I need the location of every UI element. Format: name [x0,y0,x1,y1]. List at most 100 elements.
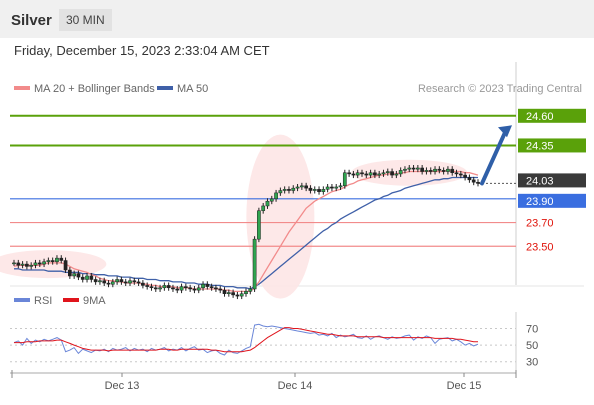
candle-body [59,257,64,261]
x-axis-label-dec-14: Dec 14 [278,380,313,392]
candle-body [89,275,94,280]
candle-body [80,276,85,280]
candle-body [179,286,184,291]
candle-body [295,186,300,189]
candle-body [433,168,437,172]
candle-body [136,281,141,284]
rsi-grid: 70 50 30 [10,323,538,369]
candle [342,169,347,189]
candle-body [330,186,334,189]
candle [128,277,132,287]
candle [141,280,145,289]
candle [248,286,253,295]
candle-body [252,238,257,290]
candle [68,267,72,279]
forecast-arrow-head [498,125,512,138]
candle [166,282,171,291]
candle [25,261,29,270]
candle-body [437,168,442,171]
candle-body [12,262,16,265]
candle [347,169,351,177]
level-label-24-60: 24.60 [526,111,554,123]
candle-body [244,291,248,294]
candle-body [72,273,76,277]
candle [463,172,467,181]
candle [321,186,326,195]
candle [123,278,128,287]
candle [441,167,446,175]
candle-body [149,286,154,289]
candle-body [55,257,59,262]
candle [403,166,407,174]
candle-body [325,186,330,190]
candle [261,202,266,214]
candle [239,290,244,300]
candle-body [153,287,158,290]
candle [188,284,192,292]
candle-body [93,279,98,283]
candle-body [308,187,313,191]
candle [257,207,261,243]
candle-body [222,289,227,294]
candle-body [37,262,42,265]
candle [153,284,158,292]
candle [360,169,364,177]
candle-body [377,173,382,176]
candle-body [171,287,175,290]
candle [317,186,321,195]
candle-body [342,172,347,187]
candle [433,166,437,175]
candle [50,257,55,265]
candle-body [128,280,132,284]
candle-body [381,172,386,175]
candle [205,281,210,290]
candle-body [261,205,266,211]
candle [132,277,137,285]
candle-body [420,167,424,172]
timeframe-button[interactable]: 30 MIN [59,9,112,31]
copyright-text: Research © 2023 Trading Central [418,83,582,95]
candle [244,288,248,297]
candle-body [403,168,407,171]
candle [12,259,16,266]
candle-body [368,172,373,176]
candle-body [269,198,274,202]
candle [72,270,76,279]
forecast-arrow-shaft [480,128,508,186]
candle-body [441,170,446,172]
candle-body [321,189,326,192]
candle [136,278,141,287]
candle-body [347,172,351,175]
candle-body [317,189,321,192]
rsi-tick-label-30: 30 [526,357,538,369]
candle [209,283,214,291]
candle-body [115,279,119,283]
candle-body [355,172,360,176]
rsi-9ma-line [14,327,478,353]
candle-body [373,172,377,176]
candle [76,270,81,281]
rsi-tick-label-70: 70 [526,323,538,335]
candle-body [446,168,450,172]
rsi-tick-label-50: 50 [526,340,538,352]
candle-body [188,287,192,290]
candle-body [46,260,51,262]
candle-body [334,186,339,189]
candle-body [411,167,416,170]
candle-body [394,173,399,176]
candle [98,277,102,285]
candle [364,170,369,179]
level-label-bg-24-03 [518,173,586,188]
candle-body [132,280,137,283]
level-label-bg-23-90 [518,193,586,208]
candle-body [175,288,180,291]
candle [269,195,274,205]
candle-body [192,288,197,291]
candles [12,165,480,300]
candle [278,187,283,196]
candle-body [25,263,29,267]
candle [158,284,162,292]
candle-body [119,279,124,283]
candle-body [123,281,128,284]
candle [201,281,205,291]
